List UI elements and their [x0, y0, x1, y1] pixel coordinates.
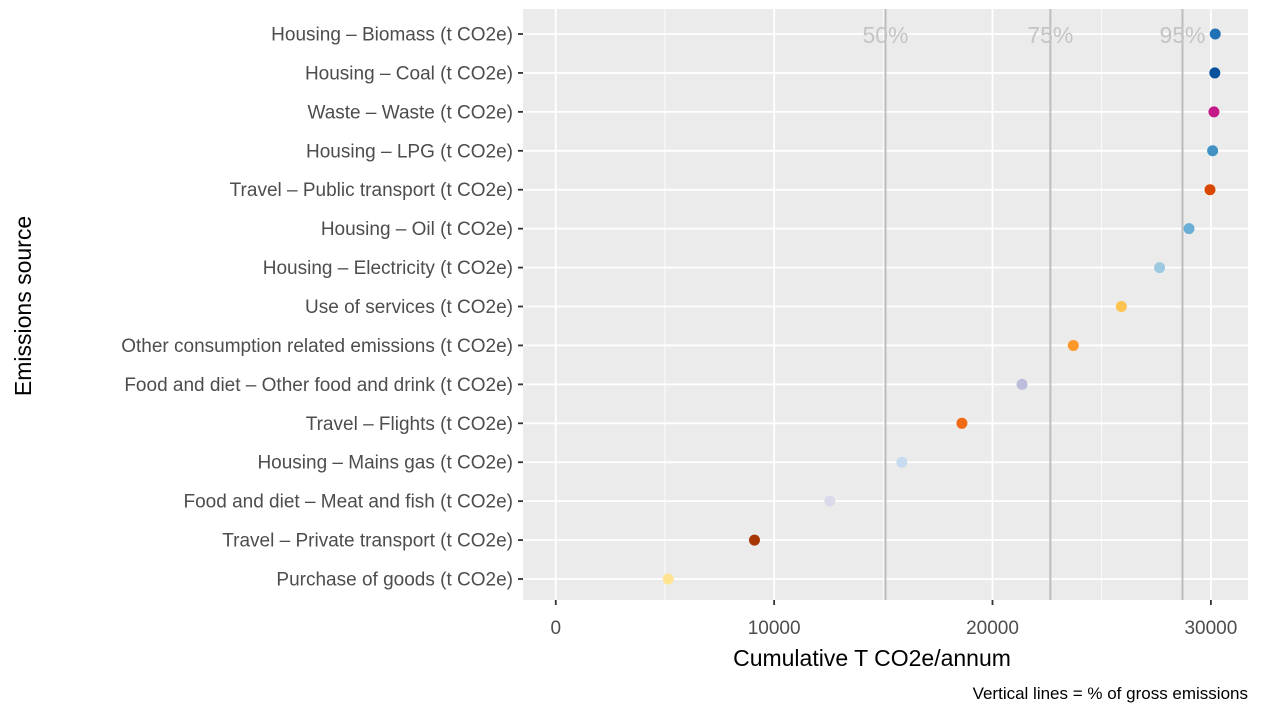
x-tick-label: 0: [550, 618, 561, 639]
data-point: [1154, 262, 1166, 274]
y-tick-label: Housing – Mains gas (t CO2e): [257, 453, 513, 474]
x-tick-labels: 0 10000 20000 30000: [550, 600, 1237, 639]
data-point: [1204, 184, 1216, 196]
chart-caption: Vertical lines = % of gross emissions: [973, 684, 1248, 703]
x-tick-label: 10000: [748, 618, 801, 639]
reference-line-label: 75%: [1027, 22, 1073, 48]
y-tick-label: Other consumption related emissions (t C…: [121, 336, 513, 357]
data-point: [748, 534, 760, 546]
y-tick-label: Housing – Coal (t CO2e): [305, 63, 513, 84]
reference-lines: 50% 75% 95%: [862, 9, 1206, 600]
x-tick-label: 20000: [966, 618, 1019, 639]
x-tick-label: 30000: [1184, 618, 1237, 639]
data-point: [1208, 106, 1220, 118]
data-point: [1209, 67, 1221, 79]
y-tick-label: Housing – Oil (t CO2e): [321, 219, 513, 240]
y-tick-label: Travel – Public transport (t CO2e): [230, 180, 513, 201]
data-point: [1067, 339, 1079, 351]
y-tick-label: Housing – Biomass (t CO2e): [271, 25, 513, 46]
y-tick-label: Waste – Waste (t CO2e): [307, 102, 513, 123]
data-points: [662, 28, 1221, 585]
data-point: [1016, 378, 1028, 390]
data-point: [1115, 301, 1127, 313]
reference-line-label: 50%: [862, 22, 908, 48]
data-point: [956, 417, 968, 429]
y-tick-label: Housing – Electricity (t CO2e): [263, 258, 513, 279]
y-tick-label: Travel – Private transport (t CO2e): [222, 531, 513, 552]
data-point: [896, 456, 908, 468]
reference-line-label: 95%: [1159, 22, 1205, 48]
y-tick-label: Food and diet – Other food and drink (t …: [124, 375, 513, 396]
data-point: [1207, 145, 1219, 157]
y-axis-title: Emissions source: [10, 216, 36, 396]
y-tick-labels: Housing – Biomass (t CO2e) Housing – Coal…: [121, 25, 523, 591]
data-point: [1183, 223, 1195, 235]
x-axis-title: Cumulative T CO2e/annum: [733, 645, 1011, 671]
data-point: [662, 573, 674, 585]
y-tick-label: Travel – Flights (t CO2e): [306, 414, 513, 435]
data-point: [1209, 28, 1221, 40]
data-point: [824, 495, 836, 507]
y-tick-label: Purchase of goods (t CO2e): [276, 570, 513, 591]
y-tick-label: Food and diet – Meat and fish (t CO2e): [183, 492, 513, 513]
y-tick-label: Housing – LPG (t CO2e): [306, 141, 513, 162]
y-tick-label: Use of services (t CO2e): [305, 297, 513, 318]
